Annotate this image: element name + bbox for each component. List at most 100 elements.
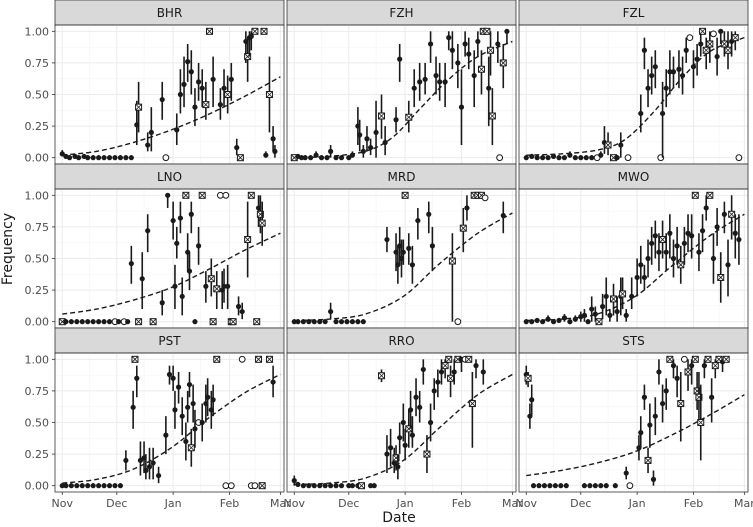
data-point bbox=[462, 31, 468, 57]
point-marker bbox=[433, 72, 439, 79]
point-marker bbox=[106, 483, 113, 489]
point-marker bbox=[556, 155, 562, 161]
data-point bbox=[422, 62, 428, 95]
data-point bbox=[698, 31, 704, 57]
data-point bbox=[179, 397, 185, 436]
data-point bbox=[623, 466, 629, 480]
data-point bbox=[604, 132, 612, 156]
data-point bbox=[674, 365, 680, 398]
point-marker bbox=[85, 319, 91, 325]
point-marker bbox=[561, 315, 568, 321]
point-marker bbox=[192, 319, 198, 325]
point-marker bbox=[357, 132, 363, 138]
data-point bbox=[652, 50, 658, 89]
data-point bbox=[349, 319, 356, 325]
data-point bbox=[130, 390, 136, 429]
point-marker bbox=[438, 369, 445, 375]
data-point bbox=[652, 220, 658, 259]
point-marker bbox=[614, 155, 620, 161]
point-marker bbox=[415, 217, 421, 224]
data-point bbox=[433, 56, 439, 95]
data-point bbox=[79, 319, 85, 325]
data-point bbox=[487, 31, 495, 76]
data-point bbox=[587, 483, 593, 489]
point-marker bbox=[185, 59, 191, 65]
panel-title-sts: STS bbox=[622, 334, 645, 348]
point-marker bbox=[670, 69, 677, 75]
panel-strip-mwo bbox=[518, 163, 749, 190]
point-marker bbox=[652, 413, 658, 419]
point-marker bbox=[174, 240, 180, 246]
point-marker bbox=[397, 435, 403, 441]
data-point bbox=[697, 384, 705, 461]
data-point bbox=[148, 107, 154, 152]
data-point bbox=[423, 435, 431, 474]
y-tick-label: 0.25 bbox=[25, 448, 50, 461]
data-point bbox=[634, 258, 640, 297]
data-point bbox=[691, 191, 699, 199]
point-marker bbox=[698, 41, 704, 47]
data-point bbox=[721, 201, 727, 234]
point-marker bbox=[373, 129, 379, 136]
y-tick-label: 0.25 bbox=[25, 120, 50, 133]
point-marker bbox=[116, 319, 122, 325]
data-point bbox=[572, 315, 578, 322]
point-marker bbox=[333, 483, 339, 489]
data-point bbox=[235, 296, 242, 316]
point-marker bbox=[679, 72, 686, 79]
data-point bbox=[706, 31, 714, 63]
point-marker bbox=[322, 483, 328, 489]
point-marker bbox=[624, 154, 632, 162]
data-point bbox=[731, 31, 739, 51]
data-point bbox=[475, 31, 481, 57]
data-point bbox=[172, 390, 178, 429]
data-point bbox=[677, 371, 685, 442]
data-point bbox=[360, 319, 366, 325]
point-marker bbox=[420, 366, 426, 373]
fit-curve-rro bbox=[294, 373, 513, 486]
point-marker bbox=[270, 379, 276, 385]
point-marker bbox=[473, 363, 479, 369]
point-marker bbox=[295, 481, 301, 488]
data-point bbox=[400, 239, 406, 265]
data-point bbox=[244, 37, 252, 82]
fit-curve-mrd bbox=[294, 212, 513, 322]
point-marker bbox=[667, 69, 673, 75]
fit-curve-sts bbox=[526, 394, 745, 477]
data-point bbox=[581, 483, 588, 489]
point-marker bbox=[540, 319, 546, 325]
y-tick-label: 0.75 bbox=[25, 385, 50, 398]
point-marker bbox=[101, 483, 107, 489]
data-point bbox=[174, 113, 180, 146]
point-marker bbox=[349, 319, 356, 325]
data-point bbox=[205, 378, 211, 417]
point-marker bbox=[402, 442, 408, 448]
point-marker bbox=[567, 152, 573, 158]
x-tick-label: Dec bbox=[106, 497, 127, 510]
point-marker bbox=[481, 194, 489, 202]
point-marker bbox=[659, 400, 666, 407]
data-point bbox=[589, 155, 595, 161]
data-point bbox=[684, 359, 692, 391]
data-point bbox=[116, 319, 122, 325]
fit-curve-fzh bbox=[294, 40, 513, 159]
point-marker bbox=[328, 308, 334, 315]
panel-title-mrd: MRD bbox=[388, 170, 416, 184]
data-point bbox=[618, 132, 624, 158]
data-point bbox=[699, 27, 707, 35]
point-marker bbox=[413, 394, 419, 400]
x-tick-label: Jan bbox=[628, 497, 646, 510]
data-point bbox=[735, 154, 743, 162]
data-point bbox=[473, 359, 479, 379]
x-tick-label: Nov bbox=[516, 497, 538, 510]
point-marker bbox=[101, 319, 107, 325]
point-marker bbox=[324, 155, 330, 161]
point-marker bbox=[694, 56, 700, 62]
point-marker bbox=[578, 155, 584, 161]
data-point bbox=[550, 153, 557, 160]
point-marker bbox=[298, 155, 305, 161]
point-marker bbox=[486, 85, 492, 91]
point-marker bbox=[85, 483, 91, 489]
point-marker bbox=[437, 79, 443, 85]
data-point bbox=[170, 365, 176, 391]
